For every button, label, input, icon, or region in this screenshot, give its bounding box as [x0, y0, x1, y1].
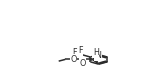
Text: F: F [73, 48, 77, 57]
Text: H: H [93, 48, 99, 57]
Text: F: F [78, 46, 83, 55]
Text: O: O [70, 55, 77, 64]
Text: O: O [79, 59, 86, 68]
Text: F: F [72, 51, 77, 60]
Text: N: N [95, 51, 101, 60]
